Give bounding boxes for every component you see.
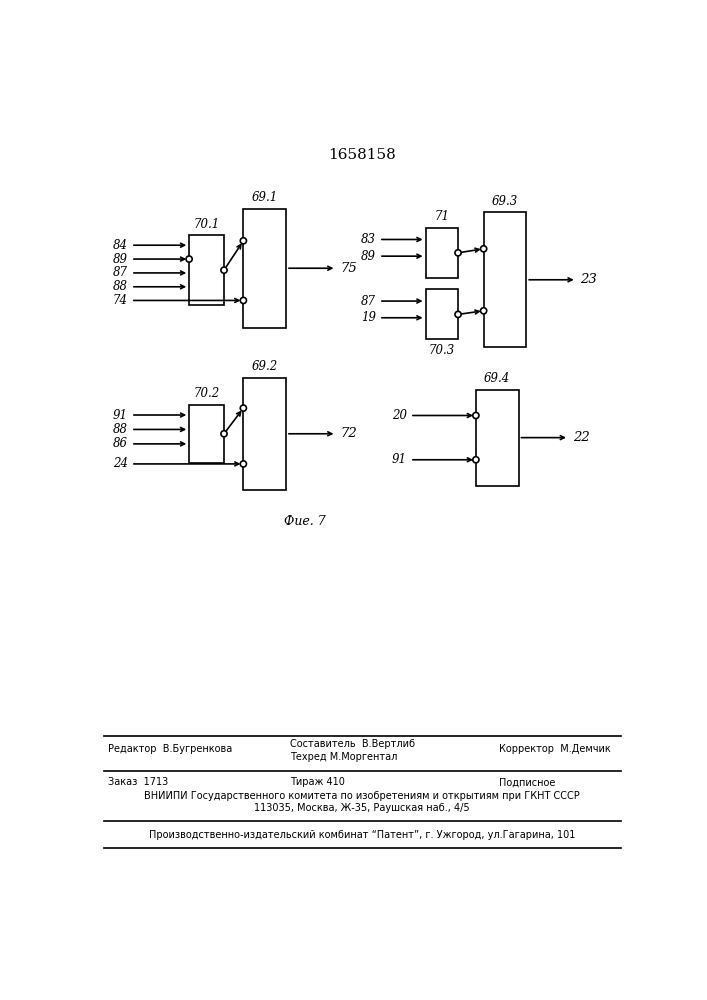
Bar [476,389,518,486]
Circle shape [240,405,247,411]
Text: 88: 88 [113,423,128,436]
Circle shape [221,267,227,273]
Text: Корректор  М.Демчик: Корректор М.Демчик [499,744,611,754]
Text: 75: 75 [340,262,357,275]
Circle shape [473,457,479,463]
Text: 84: 84 [113,239,128,252]
Text: Подписное: Подписное [499,777,556,787]
Text: 91: 91 [392,453,407,466]
Text: 113035, Москва, Ж-35, Раушская наб., 4/5: 113035, Москва, Ж-35, Раушская наб., 4/5 [254,803,469,813]
Circle shape [221,431,227,437]
Circle shape [240,238,247,244]
Text: Производственно-издательский комбинат “Патент”, г. Ужгород, ул.Гагарина, 101: Производственно-издательский комбинат “П… [148,830,575,840]
Text: Фие. 7: Фие. 7 [284,515,326,528]
Text: 24: 24 [113,457,128,470]
Text: 91: 91 [113,409,128,422]
Circle shape [240,297,247,304]
Text: 87: 87 [361,295,376,308]
Text: 70.2: 70.2 [194,387,220,400]
Text: 70.1: 70.1 [194,218,220,231]
Text: ВНИИПИ Государственного комитета по изобретениям и открытиям при ГКНТ СССР: ВНИИПИ Государственного комитета по изоб… [144,791,580,801]
Text: 72: 72 [340,427,357,440]
Bar [243,209,286,328]
Text: 22: 22 [573,431,590,444]
Bar [189,235,224,305]
Text: 19: 19 [361,311,376,324]
Bar [426,228,458,278]
Bar [243,378,286,490]
Text: 71: 71 [434,210,449,223]
Text: Тираж 410: Тираж 410 [290,777,345,787]
Text: 89: 89 [113,253,128,266]
Text: 69.4: 69.4 [484,372,510,385]
Text: 69.1: 69.1 [252,191,278,204]
Text: Техред М.Моргентал: Техред М.Моргентал [290,752,397,762]
Text: 89: 89 [361,250,376,263]
Text: 87: 87 [113,266,128,279]
Bar [426,289,458,339]
Circle shape [481,308,486,314]
Text: Редактор  В.Бугренкова: Редактор В.Бугренкова [107,744,232,754]
Text: Заказ  1713: Заказ 1713 [107,777,168,787]
Circle shape [455,311,461,318]
Circle shape [473,412,479,419]
Bar [484,212,526,347]
Circle shape [186,256,192,262]
Text: 74: 74 [113,294,128,307]
Text: 86: 86 [113,437,128,450]
Text: Составитель  В.Вертлиб: Составитель В.Вертлиб [290,739,415,749]
Text: 23: 23 [580,273,597,286]
Bar [189,405,224,463]
Text: 69.3: 69.3 [492,195,518,208]
Circle shape [455,250,461,256]
Text: 20: 20 [392,409,407,422]
Circle shape [240,461,247,467]
Text: 70.3: 70.3 [428,344,455,357]
Text: 88: 88 [113,280,128,293]
Text: 83: 83 [361,233,376,246]
Circle shape [481,246,486,252]
Text: 1658158: 1658158 [328,148,396,162]
Text: 69.2: 69.2 [252,360,278,373]
